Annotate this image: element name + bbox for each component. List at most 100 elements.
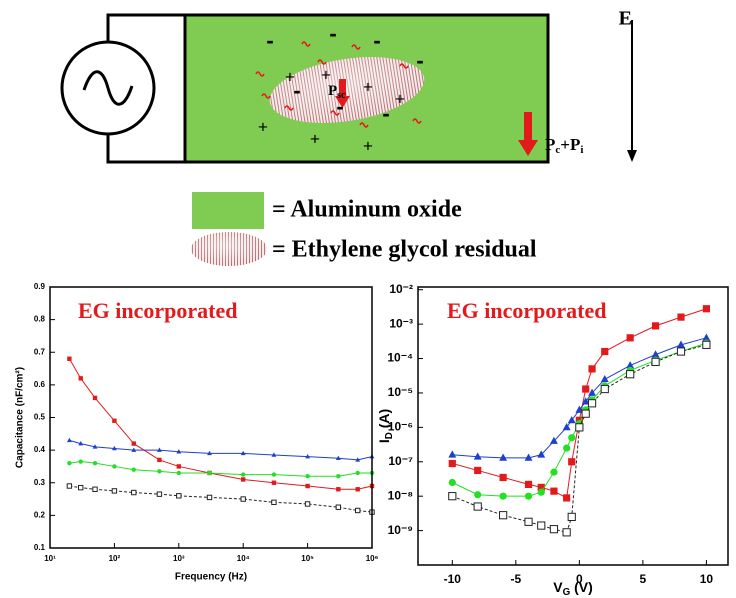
marker bbox=[588, 388, 597, 396]
x-tick-label: 10⁵ bbox=[301, 554, 314, 563]
charge: + bbox=[285, 67, 295, 86]
charge: + bbox=[395, 89, 405, 108]
charge: - bbox=[329, 21, 336, 46]
marker bbox=[587, 399, 597, 408]
legend-label: = Ethylene glycol residual bbox=[272, 237, 537, 263]
marker bbox=[241, 472, 246, 477]
marker bbox=[131, 447, 137, 452]
squiggle bbox=[399, 63, 409, 69]
marker bbox=[156, 447, 162, 452]
label-part: D bbox=[384, 432, 395, 439]
wire bbox=[106, 134, 185, 164]
marker bbox=[474, 466, 482, 475]
marker bbox=[448, 492, 457, 501]
marker bbox=[176, 464, 181, 469]
label-part: V bbox=[553, 579, 563, 595]
marker bbox=[562, 423, 571, 431]
marker bbox=[305, 483, 310, 489]
legend-shade bbox=[191, 232, 267, 266]
charge: - bbox=[382, 101, 389, 126]
marker bbox=[567, 416, 576, 424]
marker bbox=[176, 449, 182, 454]
annotation: EG incorporated bbox=[447, 298, 607, 323]
marker bbox=[206, 494, 213, 501]
marker bbox=[271, 499, 277, 506]
charge: - bbox=[293, 78, 300, 103]
x-tick-label: 10² bbox=[109, 554, 121, 563]
marker bbox=[157, 469, 162, 474]
marker bbox=[240, 450, 246, 456]
marker bbox=[336, 474, 341, 479]
marker bbox=[241, 477, 246, 482]
label-part: G bbox=[563, 587, 571, 598]
marker bbox=[676, 347, 686, 356]
marker bbox=[66, 437, 72, 443]
label-part: (A) bbox=[376, 409, 392, 432]
marker bbox=[537, 488, 545, 496]
charge: - bbox=[416, 48, 423, 73]
y-tick-label: 10⁻³ bbox=[389, 316, 413, 330]
marker bbox=[524, 517, 533, 526]
marker bbox=[335, 455, 341, 461]
x-tick-label: 10⁶ bbox=[366, 554, 379, 563]
axis-label: Capacitance (nF/cm²) bbox=[15, 367, 26, 468]
marker bbox=[568, 434, 576, 442]
marker bbox=[78, 484, 84, 491]
marker bbox=[549, 436, 558, 444]
marker bbox=[550, 487, 558, 495]
series-line bbox=[69, 485, 373, 513]
marker bbox=[131, 467, 136, 472]
marker bbox=[78, 440, 84, 446]
marker bbox=[651, 322, 660, 330]
circuit: E Psc Pc+Pi bbox=[60, 8, 637, 164]
x-tick-label: 0 bbox=[576, 572, 583, 586]
marker bbox=[335, 504, 342, 510]
marker bbox=[524, 453, 533, 461]
marker bbox=[550, 468, 558, 476]
marker bbox=[499, 492, 507, 500]
squiggle bbox=[412, 118, 422, 124]
marker bbox=[524, 480, 533, 488]
marker bbox=[92, 444, 98, 449]
marker bbox=[156, 491, 163, 497]
y-tick-label: 0.6 bbox=[34, 380, 46, 389]
eg-shade bbox=[269, 57, 425, 123]
arrow bbox=[339, 79, 346, 97]
squiggle bbox=[351, 44, 361, 50]
marker bbox=[677, 313, 685, 321]
field-arrowhead bbox=[627, 150, 637, 162]
x-tick-label: 10⁴ bbox=[237, 554, 250, 563]
squiggle bbox=[261, 93, 271, 99]
marker bbox=[271, 452, 277, 457]
marker bbox=[207, 450, 212, 456]
outer-polarization: Pc+Pi bbox=[545, 135, 583, 156]
marker bbox=[304, 501, 311, 507]
marker bbox=[581, 409, 590, 418]
marker bbox=[355, 487, 360, 492]
marker bbox=[549, 525, 559, 534]
marker bbox=[537, 483, 545, 491]
y-tick-label: 10⁻⁶ bbox=[388, 420, 413, 434]
marker bbox=[651, 357, 660, 366]
axis-label: Frequency (Hz) bbox=[175, 572, 247, 583]
marker bbox=[78, 459, 83, 464]
marker bbox=[601, 347, 609, 356]
ac-symbol bbox=[82, 70, 134, 106]
marker bbox=[66, 483, 73, 489]
marker bbox=[78, 376, 83, 381]
marker bbox=[112, 418, 117, 423]
y-tick-label: 0.3 bbox=[34, 478, 46, 487]
marker bbox=[240, 496, 246, 502]
marker bbox=[626, 361, 635, 369]
marker bbox=[355, 507, 361, 514]
marker bbox=[92, 486, 98, 492]
marker bbox=[677, 340, 685, 348]
marker bbox=[626, 370, 635, 379]
field-label: E bbox=[619, 8, 632, 30]
marker bbox=[131, 489, 137, 496]
squiggle bbox=[317, 59, 327, 65]
x-tick-label: -5 bbox=[510, 572, 521, 586]
x-tick-label: 10 bbox=[700, 572, 714, 586]
y-tick-label: 0.9 bbox=[34, 282, 46, 291]
marker bbox=[176, 493, 182, 499]
